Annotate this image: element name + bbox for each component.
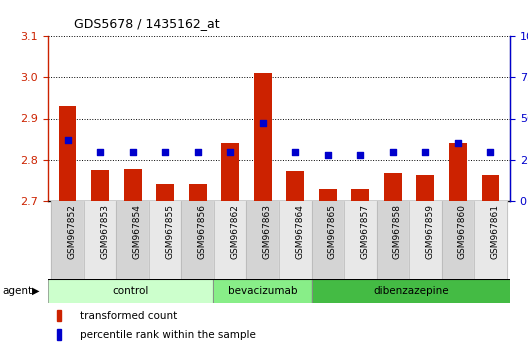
- Bar: [417, 175, 435, 201]
- Point: [96, 149, 105, 154]
- Bar: [156, 184, 174, 201]
- Text: ▶: ▶: [32, 286, 40, 296]
- Text: percentile rank within the sample: percentile rank within the sample: [80, 330, 256, 340]
- Text: GSM967861: GSM967861: [491, 204, 499, 259]
- Bar: [286, 171, 304, 201]
- Bar: [474, 201, 507, 279]
- Bar: [59, 106, 77, 201]
- Point: [454, 141, 462, 146]
- Bar: [48, 279, 213, 303]
- Text: GSM967865: GSM967865: [328, 204, 337, 259]
- Text: GSM967863: GSM967863: [263, 204, 272, 259]
- Bar: [124, 169, 142, 201]
- Bar: [213, 279, 312, 303]
- Bar: [213, 279, 312, 303]
- Text: bevacizumab: bevacizumab: [228, 286, 297, 296]
- Point: [486, 149, 495, 154]
- Bar: [442, 201, 474, 279]
- Bar: [48, 279, 213, 303]
- Bar: [409, 201, 442, 279]
- Bar: [312, 279, 510, 303]
- Text: GDS5678 / 1435162_at: GDS5678 / 1435162_at: [74, 17, 220, 30]
- Text: agent: agent: [2, 286, 32, 296]
- Bar: [57, 330, 61, 340]
- Text: transformed count: transformed count: [80, 310, 177, 321]
- Bar: [449, 143, 467, 201]
- Bar: [91, 170, 109, 201]
- Bar: [279, 201, 312, 279]
- Point: [63, 137, 72, 143]
- Point: [226, 149, 234, 154]
- Bar: [182, 201, 214, 279]
- Point: [421, 149, 430, 154]
- Point: [291, 149, 299, 154]
- Point: [161, 149, 169, 154]
- Text: GSM967859: GSM967859: [426, 204, 435, 259]
- Bar: [344, 201, 376, 279]
- Text: GSM967864: GSM967864: [295, 204, 304, 259]
- Text: dibenzazepine: dibenzazepine: [373, 286, 449, 296]
- Bar: [312, 201, 344, 279]
- Bar: [247, 201, 279, 279]
- Bar: [221, 143, 239, 201]
- Point: [389, 149, 397, 154]
- Text: control: control: [112, 286, 149, 296]
- Point: [193, 149, 202, 154]
- Point: [259, 121, 267, 126]
- Bar: [57, 310, 61, 321]
- Bar: [482, 175, 499, 201]
- Bar: [149, 201, 182, 279]
- Text: GSM967854: GSM967854: [133, 204, 142, 259]
- Text: GSM967852: GSM967852: [68, 204, 77, 259]
- Text: GSM967857: GSM967857: [360, 204, 370, 259]
- Text: GSM967860: GSM967860: [458, 204, 467, 259]
- Bar: [116, 201, 149, 279]
- Text: GSM967862: GSM967862: [230, 204, 239, 259]
- Bar: [376, 201, 409, 279]
- Text: GSM967853: GSM967853: [100, 204, 109, 259]
- Bar: [319, 189, 337, 201]
- Point: [128, 149, 137, 154]
- Bar: [51, 201, 84, 279]
- Text: GSM967858: GSM967858: [393, 204, 402, 259]
- Bar: [352, 189, 369, 201]
- Bar: [312, 279, 510, 303]
- Bar: [254, 73, 272, 201]
- Bar: [214, 201, 247, 279]
- Point: [324, 152, 332, 158]
- Bar: [188, 184, 206, 201]
- Text: GSM967856: GSM967856: [197, 204, 206, 259]
- Bar: [84, 201, 116, 279]
- Point: [356, 152, 364, 158]
- Bar: [384, 173, 402, 201]
- Text: GSM967855: GSM967855: [165, 204, 174, 259]
